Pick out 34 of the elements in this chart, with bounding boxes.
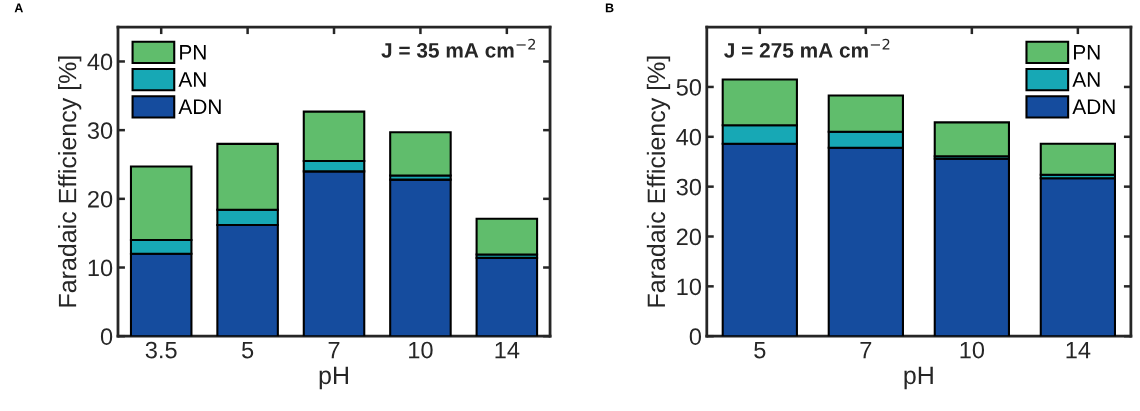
legend-label: AN	[1072, 72, 1100, 87]
x-tick-label: 3.5	[145, 341, 177, 359]
annotation: J = 35 mA cm$^{−2}$	[381, 38, 536, 58]
legend-label: PN	[1074, 45, 1100, 60]
x-tick-label: 7	[328, 341, 340, 359]
text: B	[605, 3, 614, 13]
y-tick-label: 50	[676, 79, 702, 96]
x-tick-label: 5	[241, 341, 254, 359]
y-tick-label: 30	[87, 122, 113, 139]
legend-label: ADN	[1072, 99, 1115, 114]
y-tick-label: 0	[100, 328, 113, 345]
legend-label: ADN	[178, 99, 221, 114]
annotation: J = 275 mA cm$^{−2}$	[724, 38, 890, 58]
y-tick-label: 40	[87, 53, 113, 71]
y-axis-title: Faradaic Efficiency [%]	[646, 56, 671, 307]
y-tick-label: 30	[676, 178, 702, 196]
y-axis-title: Faradaic Efficiency [%]	[58, 56, 82, 307]
legend-label: AN	[178, 72, 206, 87]
y-tick-label: 10	[88, 259, 113, 277]
x-axis-title: pH	[319, 366, 348, 390]
y-tick-label: 0	[689, 328, 702, 345]
x-tick-label: 5	[754, 341, 766, 359]
x-tick-label: 14	[495, 341, 520, 359]
y-tick-label: 20	[88, 190, 113, 208]
y-tick-label: 20	[676, 228, 702, 246]
y-tick-label: 10	[677, 278, 702, 296]
x-tick-label: 14	[1066, 341, 1091, 359]
y-tick-label: 40	[676, 128, 702, 146]
x-tick-label: 7	[860, 341, 872, 359]
x-tick-label: 10	[960, 341, 985, 359]
text: A	[14, 3, 23, 13]
x-axis-title: pH	[904, 366, 933, 390]
x-tick-label: 10	[409, 341, 433, 359]
legend-label: PN	[180, 45, 206, 60]
